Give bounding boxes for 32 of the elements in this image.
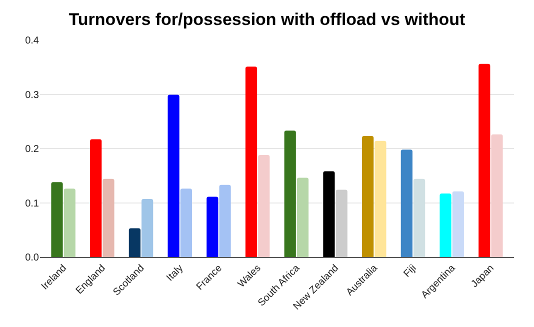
bar: [296, 178, 309, 257]
bar: [258, 155, 270, 257]
bar: [128, 228, 141, 257]
bar: [323, 171, 335, 257]
bar: [206, 196, 218, 257]
bar: [219, 184, 231, 257]
bar: [440, 194, 452, 257]
bar: [90, 139, 102, 257]
text: 0.0: [25, 252, 39, 264]
bar: [245, 66, 258, 257]
bar: [491, 134, 503, 257]
bar: [168, 94, 180, 257]
bar: [51, 182, 63, 257]
bar: [102, 178, 114, 257]
x-tick-label: Fiji: [402, 262, 419, 280]
y-tick-label: 0.1: [25, 198, 40, 210]
bar: [478, 64, 490, 257]
bar: [413, 178, 426, 257]
y-tick-label: 0.2: [25, 144, 40, 155]
bar: [374, 140, 386, 257]
bar: [400, 150, 412, 257]
bar: [362, 136, 374, 257]
y-tick-label: 0.4: [25, 36, 40, 46]
x-tick-label: Italy: [164, 262, 186, 284]
chart-title: Turnovers for/possession with offload vs without: [68, 10, 466, 29]
bar: [142, 198, 154, 257]
bar: [284, 130, 296, 257]
bar: [64, 188, 76, 257]
bar: [336, 190, 348, 257]
bar: [180, 188, 192, 257]
bar: [452, 191, 464, 257]
y-tick-label: 0.3: [25, 90, 40, 101]
